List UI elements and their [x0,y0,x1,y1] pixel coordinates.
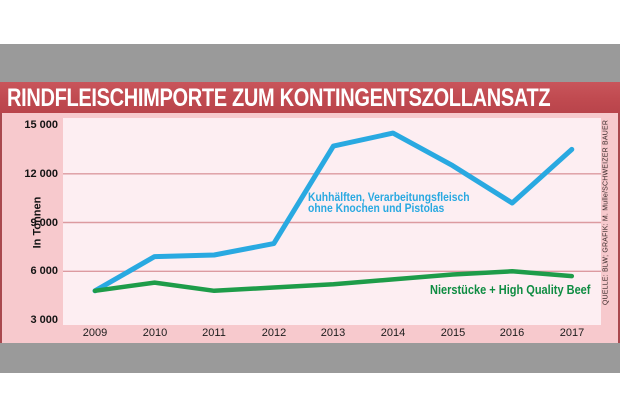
series-line-blue [92,130,575,294]
plot-area [63,118,601,325]
series-line-green [92,269,575,294]
x-tick-label-2012: 2012 [261,327,287,339]
y-tick-label-12000: 12 000 [24,168,58,180]
x-tick-label-2017: 2017 [559,327,585,339]
chart-title: RINDFLEISCHIMPORTE ZUM KONTINGENTSZOLLAN… [7,84,551,112]
panel-right-edge-line [618,113,620,343]
blue-series-annotation: Kuhhälften, Verarbeitungsfleisch ohne Kn… [308,193,470,214]
y-tick-label-9000: 9 000 [30,217,58,229]
x-tick-label-2015: 2015 [440,327,466,339]
x-tick-label-2013: 2013 [320,327,346,339]
source-credit: QUELLE: BLW; GRAFIK: M. Mulle/SCHWEIZER … [602,119,610,306]
green-series-annotation: Nierstücke + High Quality Beef [430,283,591,297]
blue-series-annotation-line1: Kuhhälften, Verarbeitungsfleisch [308,192,470,204]
y-tick-label-3000: 3 000 [30,314,58,326]
y-tick-label-6000: 6 000 [30,265,58,277]
bottom-gray-band [0,343,620,373]
x-tick-label-2016: 2016 [499,327,525,339]
x-tick-label-2010: 2010 [142,327,168,339]
chart-title-bar: RINDFLEISCHIMPORTE ZUM KONTINGENTSZOLLAN… [0,82,620,113]
top-gray-band [0,44,620,82]
y-axis-title: In Tonnen [31,196,44,249]
x-tick-label-2009: 2009 [82,327,108,339]
y-tick-label-15000: 15 000 [24,119,58,131]
line-chart [63,130,601,294]
x-tick-label-2014: 2014 [380,327,406,339]
x-tick-label-2011: 2011 [202,327,226,339]
blue-series-annotation-line2: ohne Knochen und Pistolas [308,202,445,215]
panel-left-edge-line [0,113,2,343]
